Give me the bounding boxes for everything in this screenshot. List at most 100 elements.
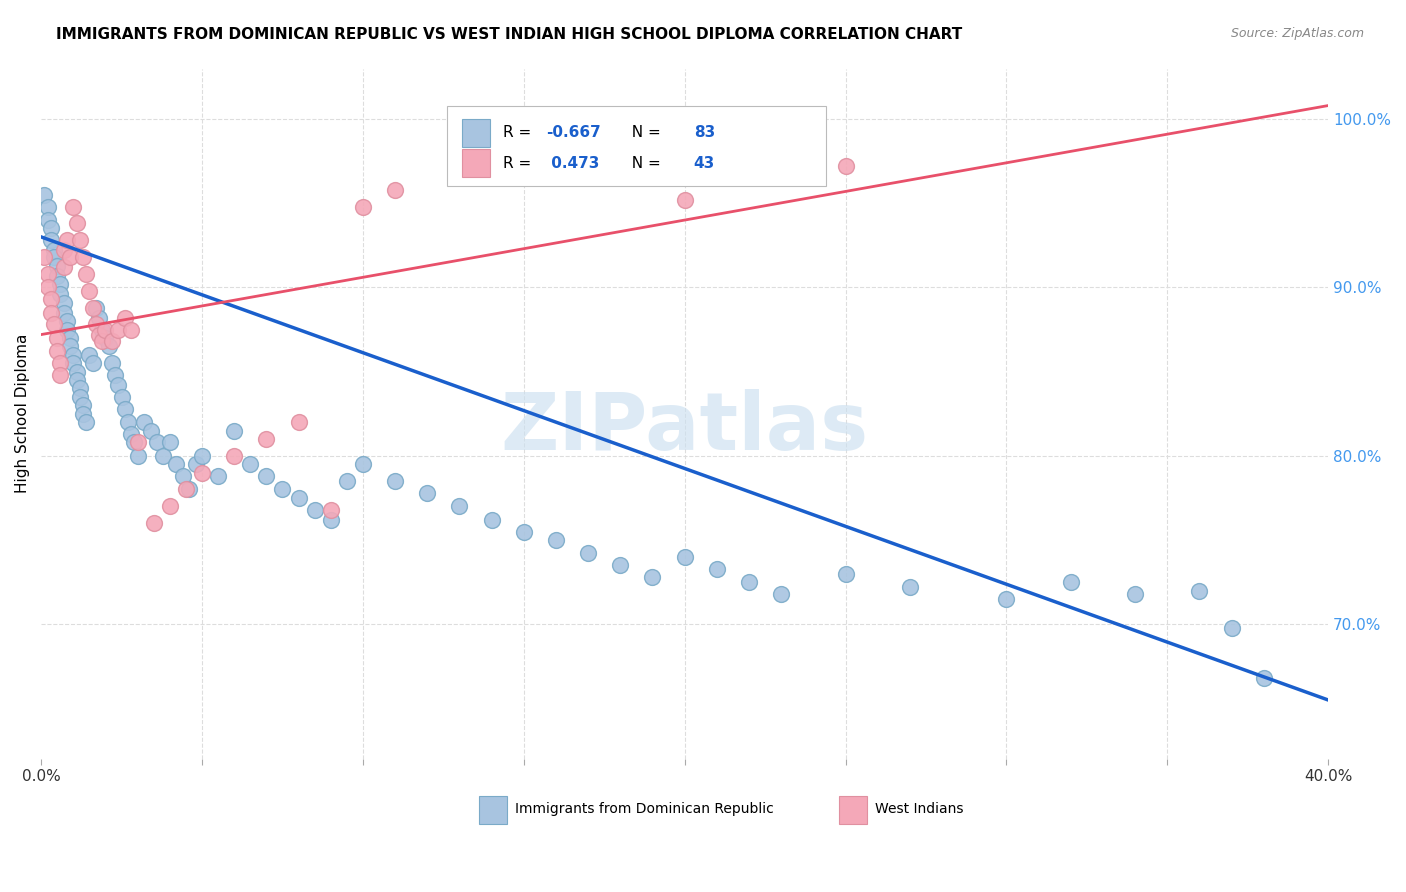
- Point: [37, 213, 59, 227]
- Point: [104, 368, 127, 382]
- Point: [94, 331, 117, 345]
- Point: [79, 348, 101, 362]
- Point: [127, 449, 149, 463]
- Point: [117, 415, 139, 429]
- Point: [39, 233, 62, 247]
- Point: [52, 260, 75, 275]
- Text: R =: R =: [503, 155, 536, 170]
- Point: [142, 516, 165, 531]
- Point: [114, 310, 136, 325]
- Point: [69, 390, 91, 404]
- Point: [39, 221, 62, 235]
- Point: [287, 415, 309, 429]
- Point: [107, 322, 129, 336]
- Point: [336, 474, 359, 488]
- Text: Source: ZipAtlas.com: Source: ZipAtlas.com: [1230, 27, 1364, 40]
- Point: [34, 250, 56, 264]
- Point: [384, 474, 406, 488]
- Bar: [463, 149, 491, 177]
- Point: [1253, 671, 1275, 685]
- Point: [673, 549, 696, 564]
- Text: N =: N =: [621, 155, 665, 170]
- Point: [72, 407, 94, 421]
- Text: West Indians: West Indians: [875, 802, 963, 815]
- Point: [65, 365, 87, 379]
- Point: [84, 318, 107, 332]
- Point: [146, 435, 169, 450]
- Point: [352, 200, 374, 214]
- Text: 43: 43: [693, 155, 714, 170]
- Point: [69, 233, 91, 247]
- Point: [107, 378, 129, 392]
- Text: R =: R =: [503, 125, 536, 140]
- Text: -0.667: -0.667: [546, 125, 600, 140]
- Point: [1060, 575, 1083, 590]
- Point: [56, 233, 79, 247]
- Point: [101, 356, 124, 370]
- Bar: [463, 119, 491, 146]
- Y-axis label: High School Diploma: High School Diploma: [15, 334, 30, 493]
- Point: [224, 449, 246, 463]
- Point: [544, 533, 567, 547]
- Text: Immigrants from Dominican Republic: Immigrants from Dominican Republic: [515, 802, 773, 815]
- Point: [159, 435, 181, 450]
- Point: [75, 415, 97, 429]
- Point: [834, 566, 856, 581]
- Point: [120, 322, 142, 336]
- Point: [159, 500, 181, 514]
- Point: [56, 322, 79, 336]
- Point: [37, 280, 59, 294]
- Point: [738, 575, 761, 590]
- Point: [254, 432, 277, 446]
- Point: [52, 306, 75, 320]
- Point: [46, 331, 69, 345]
- Point: [42, 318, 65, 332]
- Point: [69, 381, 91, 395]
- Point: [995, 591, 1018, 606]
- Point: [39, 306, 62, 320]
- Point: [72, 250, 94, 264]
- Point: [79, 284, 101, 298]
- Point: [94, 322, 117, 336]
- Point: [352, 457, 374, 471]
- Point: [139, 424, 162, 438]
- Text: IMMIGRANTS FROM DOMINICAN REPUBLIC VS WEST INDIAN HIGH SCHOOL DIPLOMA CORRELATIO: IMMIGRANTS FROM DOMINICAN REPUBLIC VS WE…: [56, 27, 963, 42]
- Point: [87, 327, 110, 342]
- Point: [172, 469, 194, 483]
- Point: [82, 301, 104, 315]
- Point: [124, 435, 146, 450]
- Point: [384, 183, 406, 197]
- Point: [52, 244, 75, 258]
- Point: [1220, 621, 1243, 635]
- Point: [207, 469, 229, 483]
- Point: [1123, 587, 1146, 601]
- Point: [87, 310, 110, 325]
- Point: [271, 483, 294, 497]
- Text: 83: 83: [693, 125, 714, 140]
- Text: ZIPatlas: ZIPatlas: [501, 389, 869, 467]
- Point: [179, 483, 201, 497]
- Point: [114, 401, 136, 416]
- Point: [898, 580, 921, 594]
- Point: [91, 322, 114, 336]
- Point: [110, 390, 132, 404]
- Point: [174, 483, 197, 497]
- Point: [37, 267, 59, 281]
- Point: [319, 513, 342, 527]
- Point: [191, 449, 214, 463]
- Point: [42, 244, 65, 258]
- Point: [39, 292, 62, 306]
- Point: [49, 368, 72, 382]
- Point: [287, 491, 309, 505]
- Point: [91, 334, 114, 349]
- Point: [49, 356, 72, 370]
- Point: [82, 356, 104, 370]
- Point: [59, 339, 82, 353]
- Point: [152, 449, 174, 463]
- Point: [46, 268, 69, 283]
- Point: [609, 558, 631, 573]
- Point: [101, 334, 124, 349]
- Point: [513, 166, 536, 180]
- Point: [62, 200, 84, 214]
- Text: 0.473: 0.473: [546, 155, 599, 170]
